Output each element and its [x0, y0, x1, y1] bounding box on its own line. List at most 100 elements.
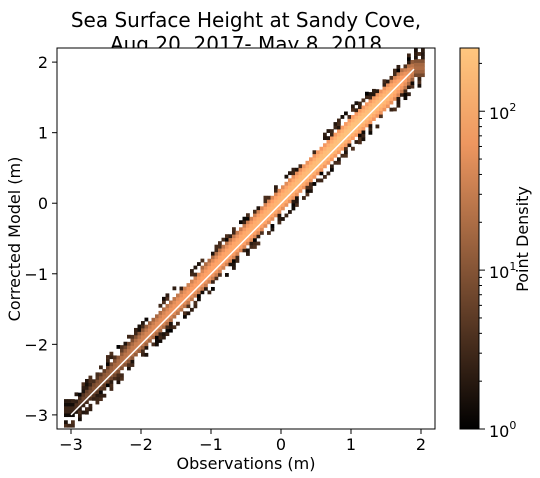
density-cell [253, 234, 257, 239]
density-cell [165, 314, 170, 319]
density-cell [421, 62, 425, 67]
density-cell [344, 111, 348, 116]
density-cell [102, 383, 107, 388]
density-cell [256, 206, 261, 211]
density-cell [365, 91, 369, 96]
density-cell [284, 213, 289, 218]
density-cell [85, 400, 89, 404]
density-cell [123, 355, 128, 360]
density-cell [144, 317, 149, 322]
density-cell [368, 95, 373, 100]
density-cell [361, 133, 366, 138]
density-cell [232, 266, 236, 270]
density-cell [417, 73, 422, 78]
density-cell [81, 392, 86, 397]
density-cell [291, 178, 296, 183]
y-axis: −3 −2 −1 0 1 2 [24, 53, 57, 425]
density-cell [130, 352, 135, 357]
density-cell [92, 396, 96, 401]
density-cell [67, 402, 72, 407]
density-cell [85, 393, 89, 397]
density-cell [333, 143, 338, 148]
density-cell [340, 125, 345, 130]
density-cell [291, 181, 296, 186]
density-cell [176, 307, 180, 312]
density-cell [389, 107, 394, 112]
density-cell [260, 227, 264, 232]
density-cell [249, 234, 254, 239]
density-cell [232, 262, 236, 267]
density-cell [64, 423, 68, 428]
density-cell [81, 389, 86, 394]
density-cell [407, 78, 411, 82]
density-cell [386, 97, 390, 102]
density-cell [291, 185, 296, 190]
density-cell [246, 230, 250, 235]
density-cell [403, 82, 408, 86]
density-cell [389, 100, 394, 105]
density-cell [368, 123, 373, 128]
density-cell [162, 300, 166, 305]
density-cell [193, 304, 198, 309]
density-cell [71, 409, 75, 414]
density-cell [151, 342, 156, 347]
density-cell [186, 283, 191, 287]
density-cell [155, 342, 159, 347]
density-cell [169, 321, 173, 326]
colorbar-frame [459, 47, 480, 430]
density-cell [386, 79, 390, 84]
density-cell [379, 89, 383, 94]
density-cell [361, 126, 366, 131]
density-cell [333, 125, 338, 130]
density-cell [165, 321, 170, 326]
density-cell [323, 136, 327, 141]
density-cell [165, 303, 170, 308]
density-cell [337, 125, 341, 130]
density-cell [351, 132, 355, 137]
density-cell [330, 143, 334, 148]
density-cell [361, 119, 366, 124]
identity-line [70, 68, 415, 416]
density-cell [179, 304, 184, 309]
density-cell [162, 321, 166, 326]
density-cell [155, 321, 159, 326]
density-cell [337, 150, 341, 155]
density-cell [179, 297, 184, 301]
density-cell [351, 136, 355, 141]
density-cell [326, 136, 331, 141]
density-cell [347, 136, 352, 141]
density-cell [95, 390, 100, 394]
density-cell [253, 223, 257, 228]
density-cell [67, 406, 72, 410]
density-cell [302, 164, 306, 169]
density-cell [368, 120, 373, 125]
density-cell [120, 352, 124, 357]
density-cell [186, 304, 191, 309]
density-cell [130, 334, 135, 339]
density-cell [337, 157, 341, 162]
density-cell [375, 96, 380, 101]
density-cell [414, 66, 418, 70]
density-cell [372, 95, 376, 100]
density-cell [99, 365, 103, 370]
density-cell [211, 262, 215, 267]
density-cell [144, 335, 149, 340]
density-cell [109, 376, 114, 381]
density-cell [162, 307, 166, 312]
density-cell [246, 252, 250, 256]
density-cell [228, 244, 233, 249]
density-cell [232, 258, 236, 263]
density-cell [284, 192, 289, 197]
density-cell [375, 113, 380, 118]
density-cell [235, 248, 240, 253]
density-cell [162, 310, 166, 315]
density-cell [309, 160, 313, 165]
density-cell [267, 209, 271, 214]
density-cell [127, 359, 131, 364]
density-cell [298, 164, 303, 169]
density-cell [340, 115, 345, 119]
density-cell [407, 71, 411, 75]
density-cell [277, 195, 282, 200]
density-cell [295, 167, 299, 172]
density-cell [333, 160, 338, 165]
